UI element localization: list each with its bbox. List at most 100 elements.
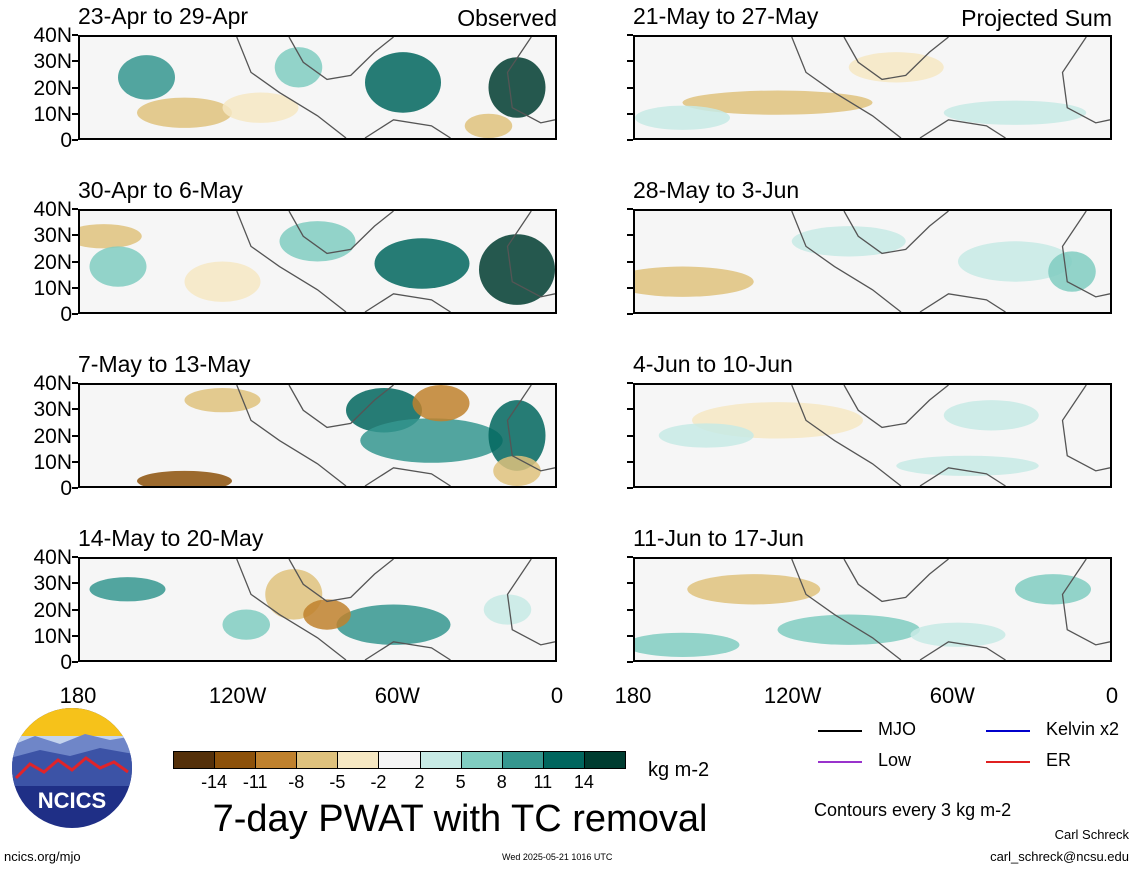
anomaly-region — [791, 226, 906, 257]
colorbar-swatch — [296, 751, 339, 769]
coastline — [288, 559, 394, 603]
y-tick — [627, 234, 633, 237]
map-plot-area — [78, 383, 557, 488]
pwat-anomaly-field — [635, 211, 1110, 312]
coastline — [919, 293, 1006, 312]
y-tick — [72, 208, 78, 210]
coastline — [236, 559, 347, 660]
y-tick — [627, 313, 633, 315]
colorbar-swatch — [501, 751, 544, 769]
y-tick — [627, 661, 633, 663]
y-tick-label: 30N — [33, 50, 72, 74]
y-tick — [627, 408, 633, 411]
y-tick — [627, 112, 633, 115]
anomaly-region — [1015, 574, 1091, 605]
anomaly-region — [279, 221, 356, 262]
ncics-logo: NCICS — [10, 706, 134, 830]
x-tick-label: 120W — [208, 683, 267, 708]
map-plot-area — [633, 209, 1112, 314]
y-tick — [72, 460, 78, 463]
url-text: ncics.org/mjo — [4, 849, 81, 864]
y-tick — [72, 112, 78, 115]
y-tick — [627, 260, 633, 263]
colorbar-units: kg m-2 — [648, 759, 710, 781]
map-plot-area — [78, 35, 557, 140]
pwat-anomaly-field — [80, 211, 555, 312]
y-tick — [72, 661, 78, 663]
colorbar-tick-label: -14 — [201, 772, 228, 792]
y-tick — [627, 634, 633, 637]
y-tick-label: 40N — [33, 24, 72, 47]
anomaly-region — [360, 418, 503, 463]
y-tick — [72, 556, 78, 558]
y-tick — [72, 434, 78, 437]
colorbar — [173, 751, 626, 769]
coastline — [843, 385, 949, 429]
y-tick-label: 10N — [33, 276, 72, 300]
anomaly-region — [274, 47, 323, 88]
anomaly-region — [910, 622, 1006, 647]
coastline — [288, 385, 394, 429]
y-tick-label: 30N — [33, 224, 72, 248]
anomaly-region — [635, 266, 754, 297]
coastline — [506, 385, 555, 472]
coastline — [288, 37, 394, 81]
anomaly-region — [635, 105, 730, 130]
coastline — [1061, 211, 1110, 298]
coastline — [288, 211, 394, 255]
y-tick-label: 0 — [60, 303, 72, 326]
anomaly-region — [943, 400, 1039, 431]
x-tick-label: 0 — [550, 683, 564, 708]
coastline — [791, 37, 902, 138]
y-tick — [72, 408, 78, 411]
pwat-anomaly-field — [658, 385, 1110, 486]
y-tick — [72, 634, 78, 637]
y-tick — [627, 608, 633, 611]
y-tick — [72, 234, 78, 237]
colorbar-swatch — [378, 751, 421, 769]
y-tick — [627, 556, 633, 558]
coastline — [919, 641, 1006, 660]
panel-title: 7-May to 13-May — [78, 351, 251, 377]
y-tick-label: 10N — [33, 102, 72, 126]
y-tick — [627, 139, 633, 141]
coastline — [364, 467, 451, 486]
legend-label: Low — [878, 750, 912, 770]
y-tick-label: 10N — [33, 624, 72, 648]
y-tick — [627, 86, 633, 89]
anomaly-region — [682, 90, 873, 115]
y-tick — [627, 34, 633, 36]
panel-title: 11-Jun to 17-Jun — [633, 525, 804, 551]
panel-title: 14-May to 20-May — [78, 525, 264, 551]
colorbar-tick-label: 14 — [573, 772, 594, 792]
panel-tag: Projected Sum — [961, 5, 1112, 31]
legend-label: Kelvin x2 — [1046, 719, 1120, 739]
y-tick — [627, 382, 633, 384]
colorbar-swatch — [419, 751, 462, 769]
colorbar-tick-label: -2 — [370, 772, 387, 792]
anomaly-region — [118, 55, 175, 100]
logo-text: NCICS — [38, 788, 106, 813]
coastline — [506, 559, 555, 646]
y-tick — [72, 86, 78, 89]
y-tick-label: 20N — [33, 424, 72, 448]
panel-tag: Observed — [457, 5, 557, 31]
anomaly-region — [943, 100, 1087, 125]
coastline — [236, 37, 347, 138]
panel-title: 4-Jun to 10-Jun — [633, 351, 793, 377]
colorbar-swatch — [460, 751, 503, 769]
anomaly-region — [303, 599, 351, 630]
panel-title: 21-May to 27-May — [633, 3, 819, 29]
pwat-anomaly-field — [635, 37, 1110, 138]
anomaly-region — [464, 113, 513, 138]
colorbar-tick-label: 2 — [414, 772, 425, 792]
anomaly-region — [184, 261, 261, 302]
coastline — [791, 211, 902, 312]
y-tick-label: 10N — [33, 450, 72, 474]
pwat-anomaly-field — [635, 559, 1110, 660]
y-tick-label: 40N — [33, 372, 72, 395]
legend-line — [986, 730, 1030, 732]
anomaly-region — [365, 52, 441, 113]
coastline — [1061, 385, 1110, 472]
coastline — [919, 119, 1006, 138]
